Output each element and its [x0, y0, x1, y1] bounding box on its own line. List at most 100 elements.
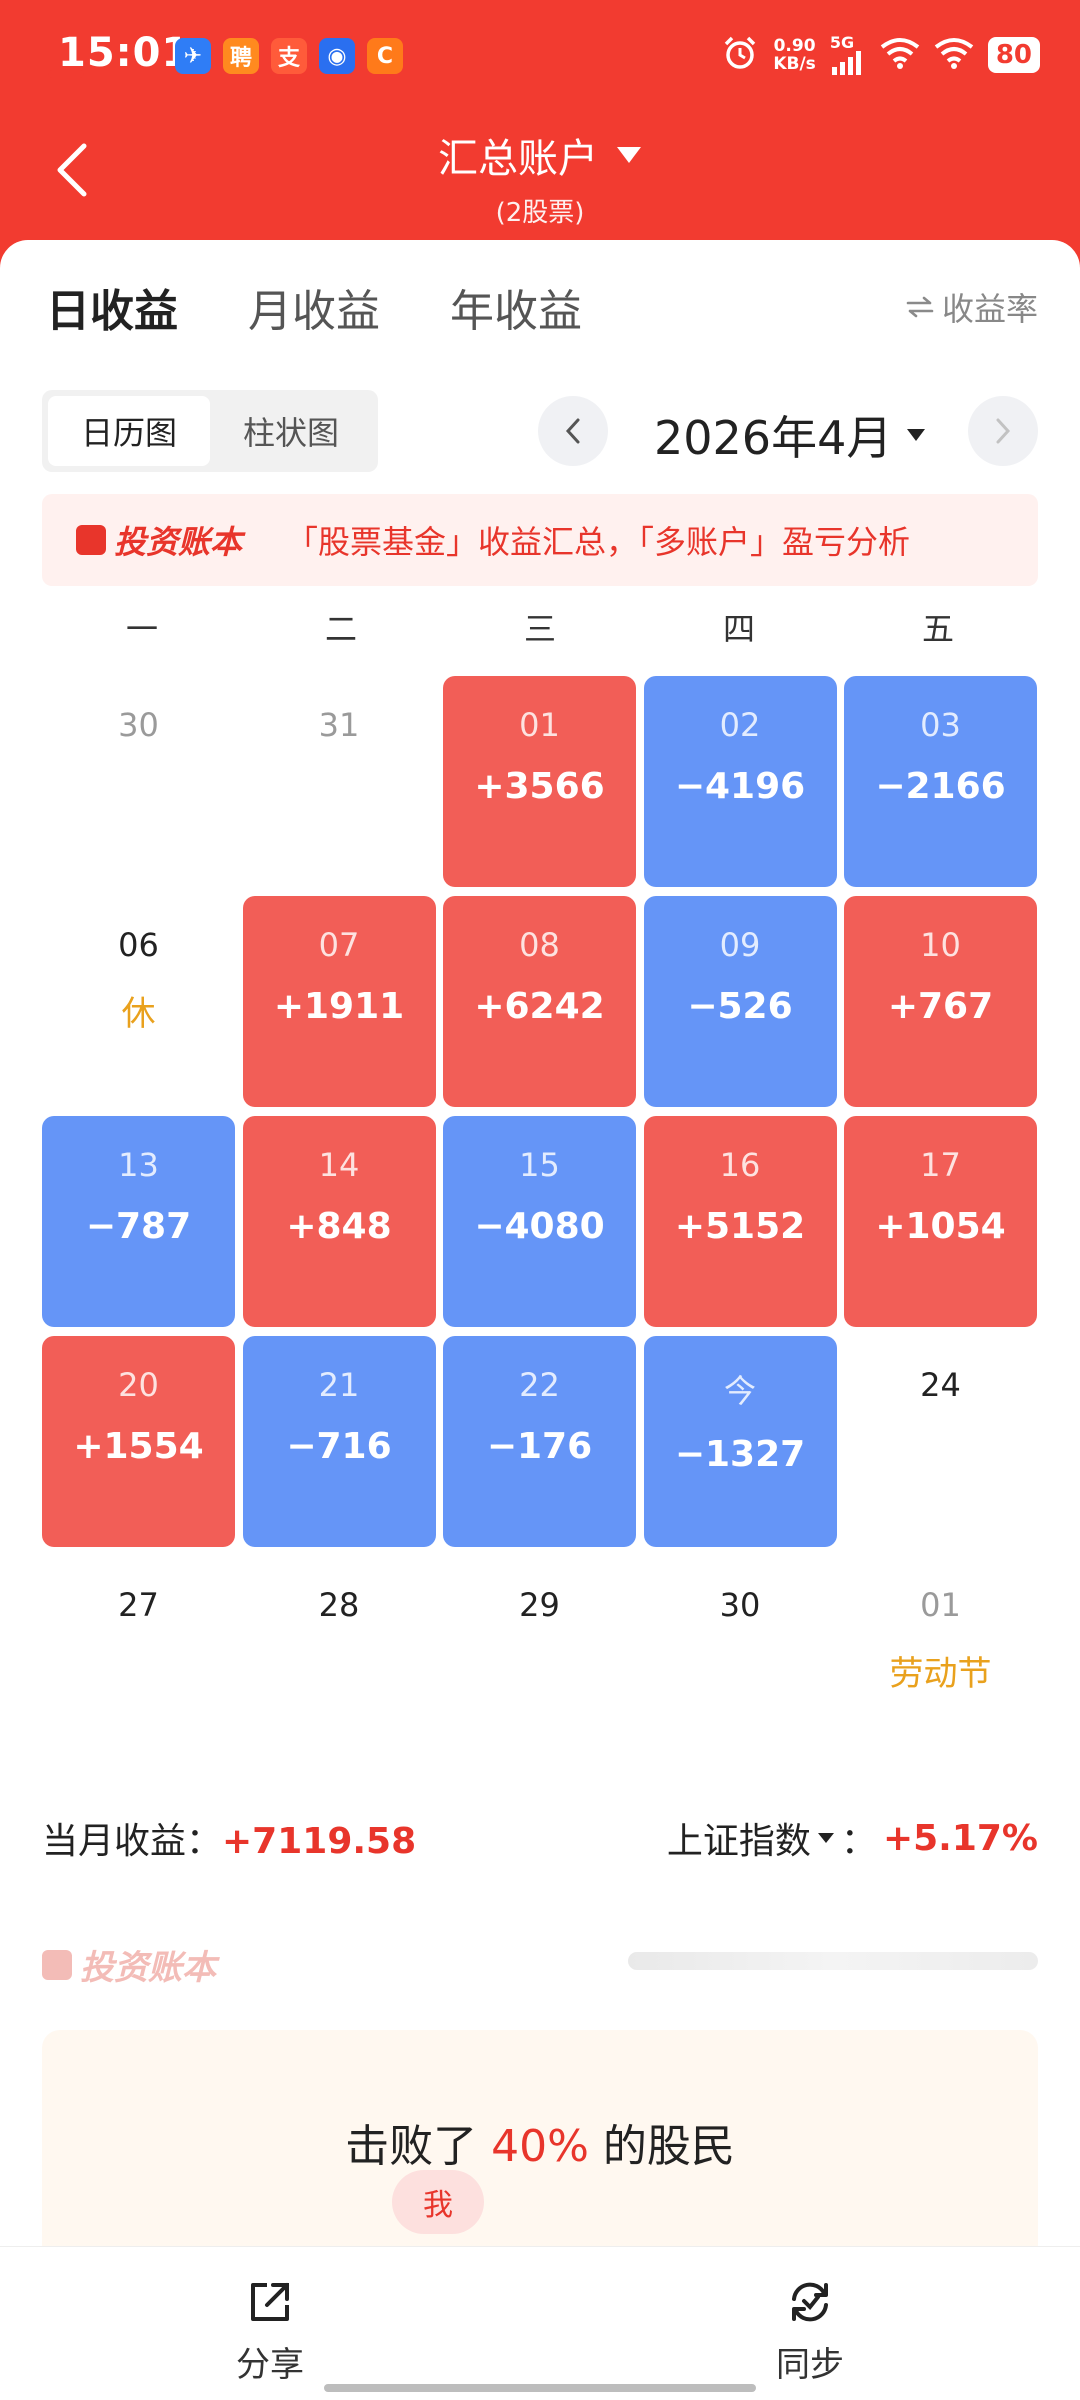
day-profit-value: +848 [286, 1206, 392, 1247]
calendar-day-cell[interactable]: 01 +3566 [443, 676, 636, 887]
qq-app-icon: ◉ [319, 38, 355, 74]
calendar-day-cell[interactable]: 17 +1054 [844, 1116, 1037, 1327]
chevron-left-icon [565, 418, 580, 444]
prev-month-button[interactable] [538, 396, 608, 466]
calendar-day-cell[interactable]: 07 +1911 [242, 896, 436, 1107]
month-navigator: 2026年4月 [538, 392, 1038, 468]
calendar-day-cell[interactable]: 16 +5152 [643, 1116, 837, 1327]
day-number: 07 [318, 926, 360, 964]
calendar-day-cell[interactable]: 31 [243, 676, 436, 887]
next-month-button[interactable] [968, 396, 1038, 466]
day-number: 13 [118, 1146, 159, 1184]
day-number: 06 [118, 926, 159, 964]
calendar-day-cell[interactable]: 30 [42, 676, 235, 887]
alibaba-app-icon: C [367, 38, 403, 74]
day-number: 21 [318, 1366, 360, 1404]
day-profit-value: −2166 [875, 766, 1006, 807]
month-picker[interactable]: 2026年4月 [654, 402, 926, 468]
calendar-view-button[interactable]: 日历图 [48, 396, 210, 466]
day-number: 08 [519, 926, 560, 964]
return-rate-toggle[interactable]: 收益率 [906, 284, 1038, 330]
swap-arrows-icon [906, 296, 934, 318]
tab-yearly[interactable]: 年收益 [450, 286, 582, 337]
current-month: 2026年4月 [654, 411, 893, 465]
return-rate-label: 收益率 [941, 290, 1038, 328]
ledger-icon [42, 1949, 72, 1980]
zhaopin-app-icon: 聘 [223, 38, 259, 74]
wifi-secondary-icon [934, 37, 974, 73]
earnings-tabs: 日收益 月收益 年收益 [46, 275, 582, 339]
home-indicator[interactable] [324, 2384, 756, 2392]
status-indicators: 0.90 KB/s 5G 80 [721, 34, 1040, 76]
calendar-day-cell[interactable]: 30 [644, 1556, 837, 1767]
calendar-day-cell[interactable]: 09 −526 [643, 896, 837, 1107]
day-number: 今 [723, 1372, 756, 1410]
day-profit-value: −787 [85, 1206, 192, 1247]
dropdown-triangle-icon [817, 1833, 834, 1843]
calendar-day-cell[interactable]: 08 +6242 [443, 896, 636, 1107]
calendar-day-cell[interactable]: 06 休 [42, 896, 235, 1107]
status-bar: 15:01 ✈ 聘支 ◉ C 0.90 KB/s 5G 80 [0, 0, 1080, 110]
calendar-day-cell[interactable]: 13 −787 [42, 1116, 235, 1327]
calendar-day-cell[interactable]: 03 −2166 [844, 676, 1037, 887]
loading-bar [628, 1952, 1038, 1970]
weekday-label: 一 [125, 610, 158, 648]
calendar-day-cell[interactable]: 22 −176 [443, 1336, 636, 1547]
ledger-icon [76, 525, 106, 555]
share-icon [251, 2283, 289, 2321]
brand-logo: 投资账本 [76, 517, 242, 563]
dropdown-triangle-icon [617, 147, 641, 163]
calendar-day-cell[interactable]: 01 劳动节 [844, 1556, 1037, 1767]
feishu-app-icon: ✈ [175, 38, 211, 74]
index-comparison[interactable]: 上证指数 ： +5.17% [667, 1812, 1038, 1864]
day-profit-value: +1911 [273, 986, 405, 1027]
bar-view-button[interactable]: 柱状图 [242, 414, 339, 452]
day-profit-value: −4080 [474, 1206, 605, 1247]
day-profit-value: −716 [286, 1426, 392, 1467]
month-summary: 当月收益：+7119.58 上证指数 ： +5.17% [42, 1812, 1038, 1864]
calendar-day-cell[interactable]: 02 −4196 [643, 676, 837, 887]
weekday-header: 一二三四五 [42, 604, 1038, 650]
calendar-day-cell[interactable]: 10 +767 [844, 896, 1037, 1107]
ranking-text: 击败了 40% 的股民 [345, 2121, 735, 2172]
calendar-day-cell[interactable]: 14 +848 [242, 1116, 436, 1327]
account-selector[interactable]: 汇总账户 (2股票) [0, 126, 1080, 229]
alipay-app-icon: 支 [271, 38, 307, 74]
sync-icon [792, 2282, 828, 2322]
brand-watermark: 投资账本 [42, 1940, 216, 1989]
day-number: 27 [118, 1586, 159, 1624]
sync-button[interactable]: 同步 [730, 2275, 890, 2386]
weekday-label: 三 [523, 610, 556, 648]
calendar-day-cell[interactable]: 15 −4080 [443, 1116, 636, 1327]
day-number: 31 [318, 706, 360, 744]
calendar-day-cell[interactable]: 20 +1554 [42, 1336, 235, 1547]
day-number: 29 [519, 1586, 560, 1624]
index-change-value: +5.17% [882, 1817, 1038, 1859]
header-bar: 15:01 ✈ 聘支 ◉ C 0.90 KB/s 5G 80 [0, 0, 1080, 270]
day-number: 09 [719, 926, 761, 964]
calendar-day-cell[interactable]: 24 [844, 1336, 1037, 1547]
day-number: 14 [318, 1146, 360, 1184]
day-number: 24 [920, 1366, 961, 1404]
banner-text: 「股票基金」收益汇总，「多账户」盈亏分析 [286, 523, 911, 561]
calendar-day-cell[interactable]: 29 [443, 1556, 636, 1767]
index-name: 上证指数 [666, 1821, 811, 1862]
calendar-day-cell[interactable]: 27 [42, 1556, 235, 1767]
calendar-day-cell[interactable]: 28 [243, 1556, 436, 1767]
day-number: 02 [719, 706, 761, 744]
share-label: 分享 [236, 2345, 304, 2385]
day-profit-value: +6242 [474, 986, 605, 1027]
day-number: 16 [719, 1146, 761, 1184]
promo-banner[interactable]: 投资账本 「股票基金」收益汇总，「多账户」盈亏分析 [42, 494, 1038, 586]
weekday-label: 五 [921, 610, 954, 648]
day-number: 17 [920, 1146, 961, 1184]
calendar-day-cell[interactable]: 21 −716 [242, 1336, 436, 1547]
alarm-icon [721, 34, 759, 76]
calendar-day-cell[interactable]: 今 −1327 [643, 1336, 837, 1547]
tab-monthly[interactable]: 月收益 [248, 286, 380, 337]
back-button[interactable] [52, 140, 102, 200]
day-note: 休 [121, 994, 156, 1034]
tab-daily[interactable]: 日收益 [46, 286, 178, 337]
share-button[interactable]: 分享 [190, 2275, 350, 2386]
day-number: 01 [920, 1586, 961, 1624]
